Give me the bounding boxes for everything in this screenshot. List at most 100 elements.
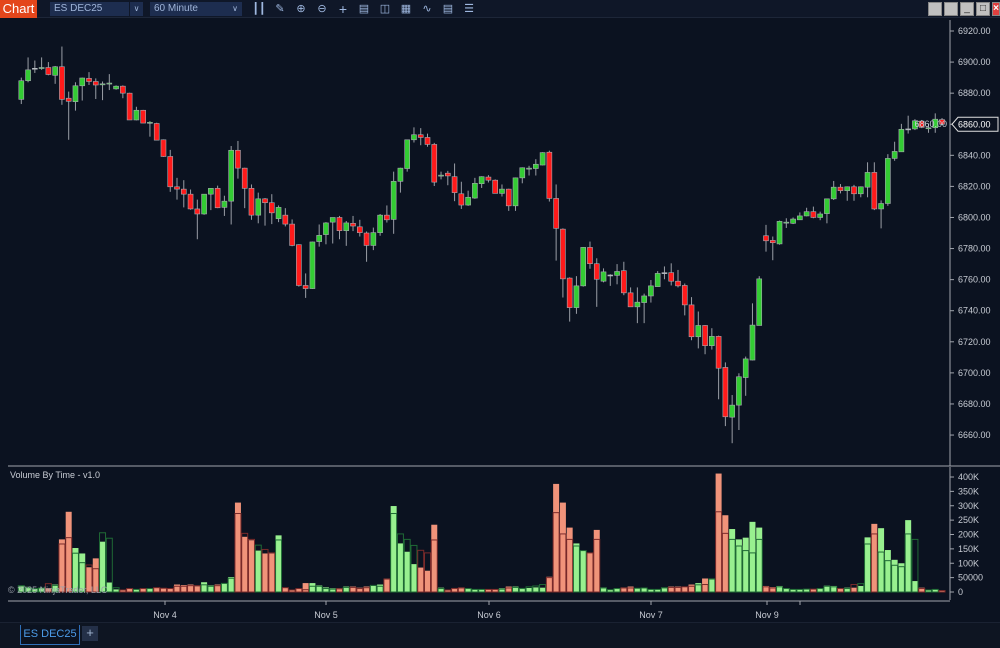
price-tick-label: 6780.00 — [958, 244, 991, 254]
drawing-tool-icon[interactable]: ✎ — [275, 3, 285, 15]
indicators-icon[interactable]: ▦ — [400, 3, 412, 15]
candle — [140, 109, 146, 124]
bar-type-icon[interactable]: ┃┃ — [252, 3, 266, 15]
tab-es-dec25[interactable]: ES DEC25 — [20, 625, 80, 645]
volume-average-outline — [288, 589, 296, 593]
volume-axis: 400K 350K 300K 250K 200K 150K 100K 50000 0 — [949, 467, 983, 600]
volume-average-outline — [748, 552, 756, 593]
volume-average-outline — [891, 564, 899, 593]
volume-bar — [512, 586, 520, 593]
volume-average-outline — [782, 588, 790, 593]
data-box-icon[interactable]: ▤ — [358, 3, 370, 15]
volume-average-outline — [505, 587, 513, 593]
volume-average-outline — [694, 584, 702, 593]
crosshair-icon[interactable]: + — [338, 2, 348, 16]
volume-bar — [268, 552, 276, 593]
candle-body — [296, 244, 302, 286]
volume-bar — [579, 550, 587, 593]
volume-bar — [735, 539, 743, 593]
strategies-icon[interactable]: ∿ — [422, 3, 432, 15]
volume-fill — [174, 584, 181, 592]
volume-fill — [492, 589, 499, 592]
add-tab-button[interactable]: + — [82, 626, 98, 641]
candle-body — [614, 271, 620, 276]
candle — [350, 215, 356, 232]
volume-fill — [898, 563, 905, 592]
volume-fill — [769, 587, 776, 592]
candle-body — [580, 247, 587, 287]
candle-body — [857, 186, 864, 195]
instrument-selector[interactable]: ES DEC25 ∨ — [50, 2, 143, 16]
volume-average-outline — [234, 513, 242, 593]
tile-icon[interactable] — [944, 2, 958, 16]
volume-fill — [52, 584, 59, 592]
close-icon[interactable]: × — [992, 2, 1000, 16]
volume-fill — [878, 528, 885, 592]
candle-body — [289, 223, 295, 246]
volume-bar — [417, 549, 425, 593]
candle — [560, 228, 566, 298]
candle — [790, 217, 796, 225]
timeframe-selector[interactable]: 60 Minute ∨ — [150, 2, 242, 16]
price-chart[interactable]: 6920.00 6900.00 6880.00 6840.00 6820.00 6800.… — [0, 18, 1000, 622]
volume-bar — [71, 548, 79, 593]
volume-bar — [241, 532, 249, 593]
candle-body — [133, 109, 140, 121]
candle — [323, 222, 329, 245]
volume-bar — [830, 585, 838, 593]
volume-tick-label: 50000 — [958, 573, 983, 583]
volume-average-outline — [363, 587, 371, 593]
volume-average-outline — [220, 582, 228, 593]
zoom-in-icon[interactable]: ⊕ — [296, 3, 306, 15]
zoom-out-icon[interactable]: ⊖ — [317, 3, 327, 15]
volume-bar — [187, 584, 195, 593]
volume-bar — [762, 585, 770, 593]
properties-icon[interactable]: ▤ — [442, 3, 454, 15]
candle-body — [526, 167, 532, 170]
templates-list-icon[interactable]: ☰ — [464, 3, 474, 15]
volume-average-outline — [180, 585, 188, 593]
tab-bar: ES DEC25 + — [0, 622, 1000, 648]
volume-fill — [654, 589, 661, 592]
volume-bar — [701, 578, 709, 593]
candle — [885, 154, 891, 206]
candle — [776, 220, 783, 245]
chart-menu-button[interactable]: Chart — [0, 0, 37, 18]
volume-bar — [864, 537, 872, 593]
last-price-group: 6860.00 6860.00 — [914, 116, 999, 132]
volume-fill — [634, 588, 641, 592]
volume-bar — [105, 537, 113, 593]
price-tick-label: 6880.00 — [958, 88, 991, 98]
minimize-icon[interactable]: _ — [960, 2, 974, 16]
candle — [702, 325, 708, 355]
volume-fill — [329, 588, 336, 592]
volume-bar — [281, 587, 289, 593]
chevron-down-icon[interactable]: ∨ — [129, 2, 143, 16]
candle-body — [824, 198, 830, 214]
candle — [492, 179, 499, 194]
volume-average-outline — [769, 587, 777, 593]
candle-body — [885, 158, 891, 204]
volume-average-outline — [214, 585, 222, 593]
volume-fill — [647, 589, 654, 592]
volume-fill — [498, 588, 505, 592]
candle — [505, 188, 512, 211]
chart-trader-icon[interactable]: ◫ — [379, 3, 391, 15]
volume-fill — [553, 483, 560, 592]
candle — [38, 57, 45, 70]
candle-body — [512, 177, 519, 207]
volume-bar — [200, 582, 208, 593]
tile-icon[interactable] — [928, 2, 942, 16]
maximize-icon[interactable]: □ — [976, 2, 990, 16]
candle — [363, 231, 370, 262]
volume-fill — [465, 588, 472, 592]
volume-tick-label: 300K — [958, 501, 979, 511]
candle-body — [830, 186, 837, 200]
volume-fill — [79, 553, 86, 592]
volume-bar — [931, 588, 939, 593]
volume-fill — [234, 502, 241, 592]
candle — [221, 195, 228, 216]
volume-bar — [85, 564, 93, 593]
candle-body — [573, 285, 580, 308]
volume-fill — [681, 586, 688, 592]
